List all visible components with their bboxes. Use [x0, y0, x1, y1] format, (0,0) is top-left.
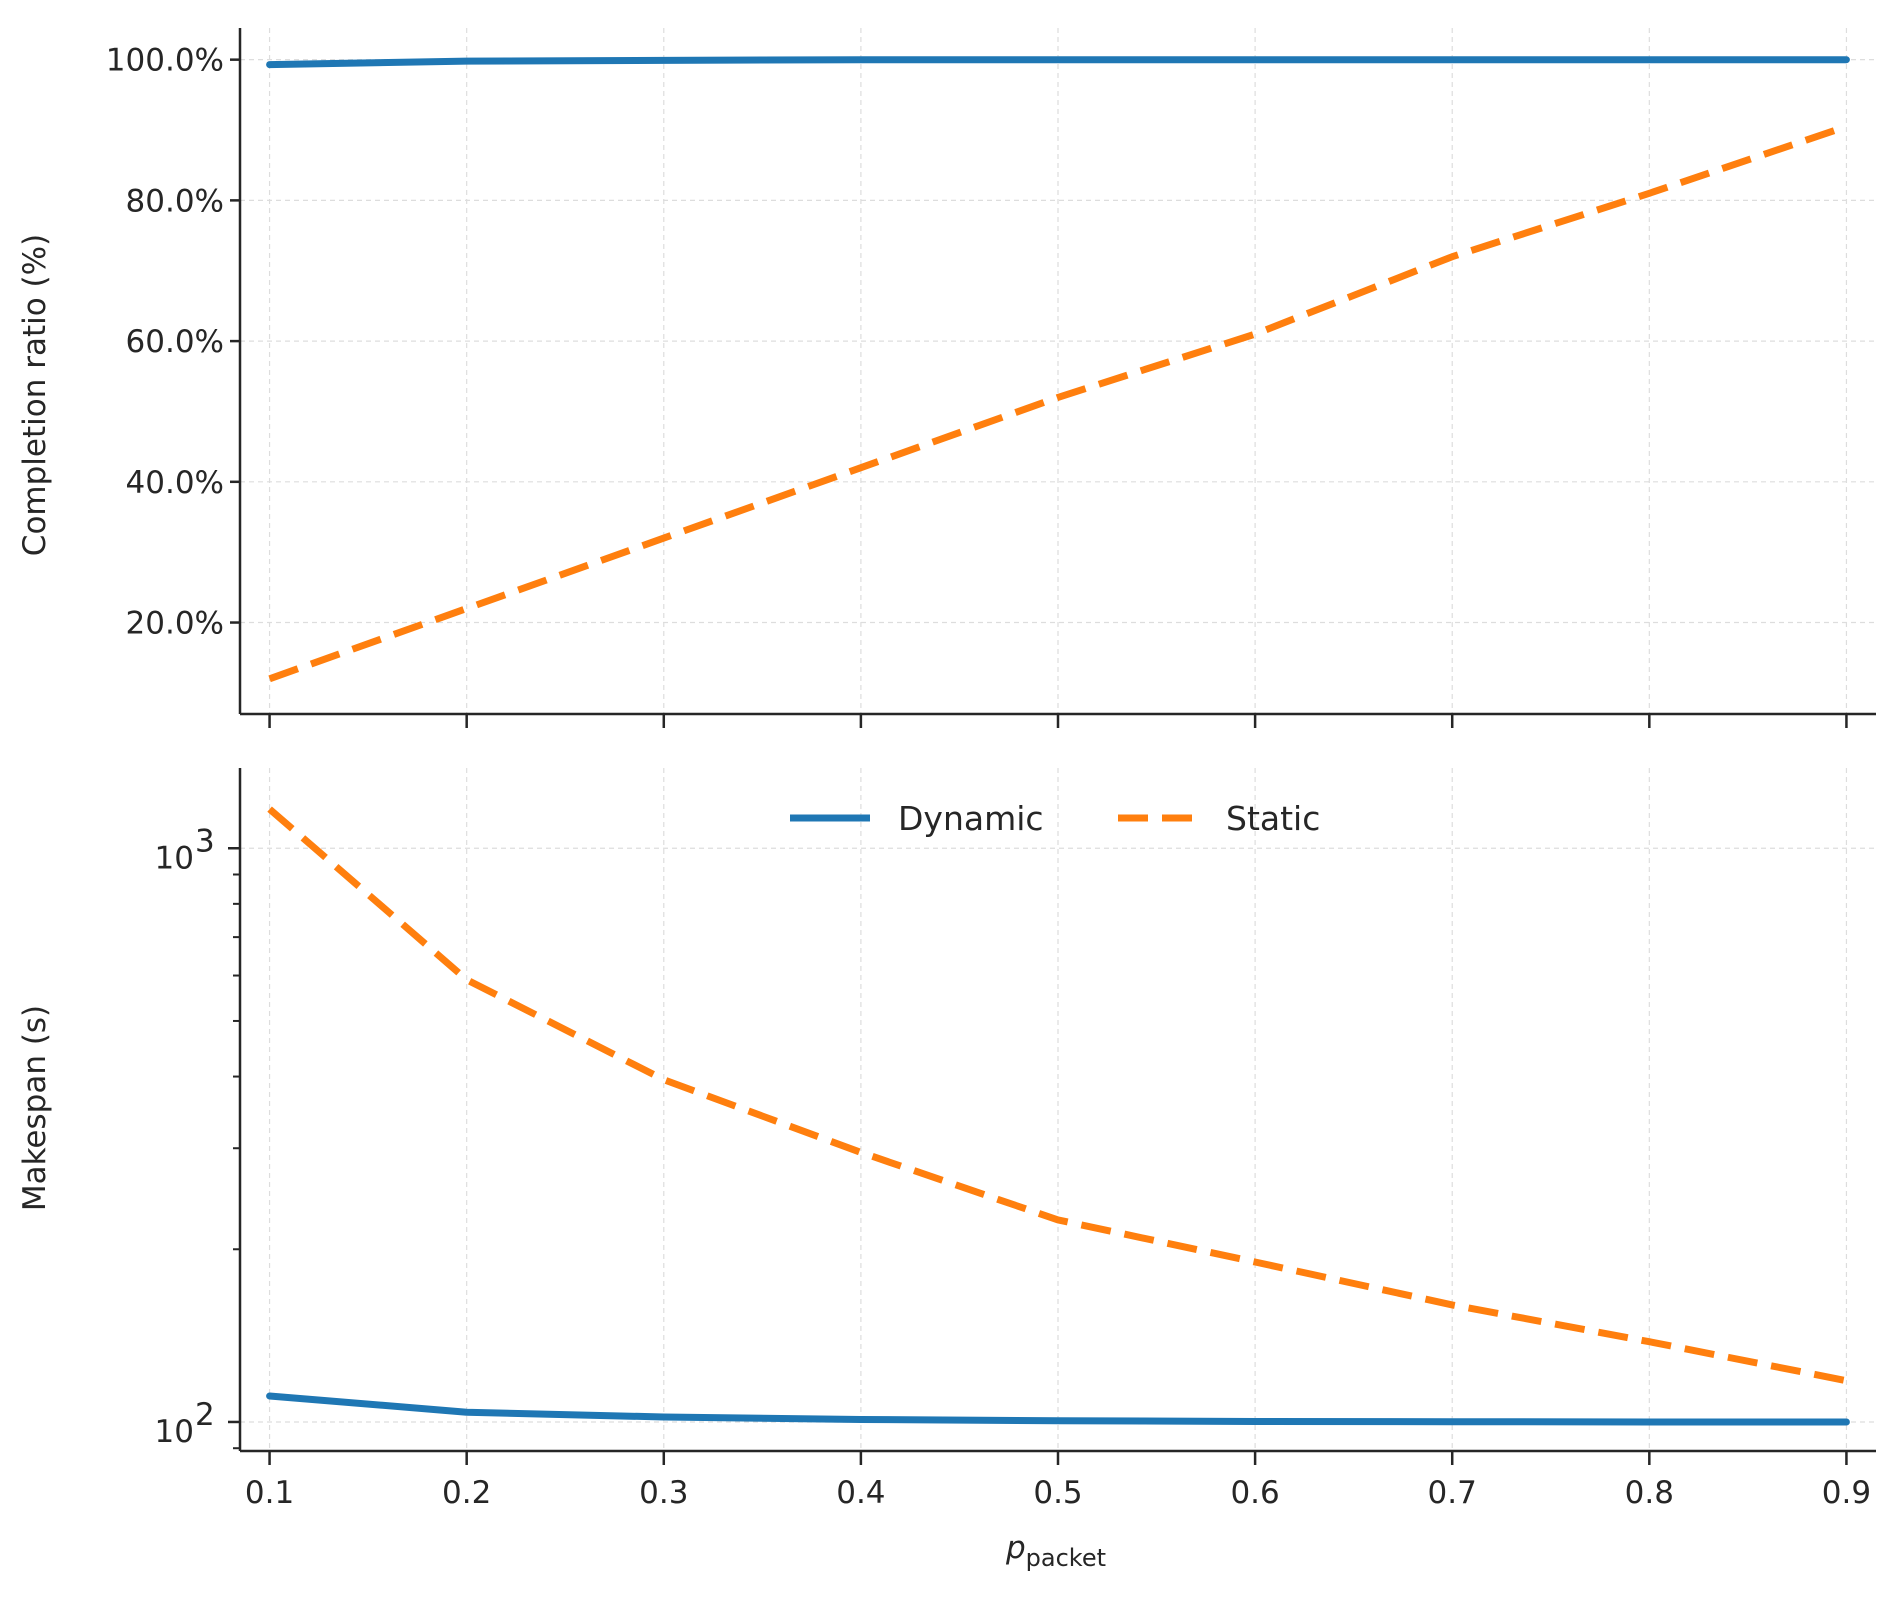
- top-y-tick-label: 100.0%: [106, 43, 224, 79]
- bottom-y-tick-label: 10: [155, 840, 194, 876]
- top-y-axis-label: Completion ratio (%): [17, 234, 53, 556]
- legend-static-label: Static: [1226, 799, 1320, 838]
- bottom-x-tick-label: 0.8: [1625, 1475, 1674, 1511]
- bottom-x-tick-label: 0.4: [836, 1475, 885, 1511]
- bottom-y-tick-label: 10: [155, 1414, 194, 1450]
- bottom-x-tick-label: 0.9: [1822, 1475, 1871, 1511]
- legend-dynamic-label: Dynamic: [898, 799, 1044, 838]
- bottom-x-tick-label: 0.5: [1033, 1475, 1082, 1511]
- top-grid: [240, 28, 1876, 714]
- bottom-y-axis-label: Makespan (s): [17, 1005, 53, 1211]
- makespan-panel: 10 210 30.1 0.2 0.3 0.4 0.5 0.6 0.7 0.8 0.9 Makesp…: [17, 768, 1876, 1572]
- bottom-grid: [240, 768, 1876, 1451]
- bottom-x-tick-label: 0.6: [1230, 1475, 1279, 1511]
- bottom-series-static-line: [267, 806, 1848, 1385]
- x-axis-label-sub: packet: [1026, 1544, 1106, 1572]
- top-series-static-line: [268, 123, 1848, 683]
- completion-ratio-panel: 20.0% 40.0% 60.0% 80.0% 100.0% Completion ra…: [17, 28, 1876, 728]
- x-axis-label-main: p: [1005, 1530, 1026, 1566]
- top-y-tick-label: 20.0%: [126, 606, 224, 642]
- top-series: [266, 56, 1850, 683]
- bottom-series: [266, 806, 1850, 1426]
- bottom-x-tick-label: 0.3: [639, 1475, 688, 1511]
- top-y-tick-label: 60.0%: [126, 324, 224, 360]
- bottom-x-tick-label: 0.7: [1428, 1475, 1477, 1511]
- bottom-axes: 10 210 30.1 0.2 0.3 0.4 0.5 0.6 0.7 0.8 0.9: [155, 768, 1876, 1511]
- top-y-tick-label: 80.0%: [126, 183, 224, 219]
- bottom-x-tick-label: 0.2: [442, 1475, 491, 1511]
- top-y-tick-label: 40.0%: [126, 465, 224, 501]
- top-series-dynamic-line: [266, 56, 1850, 69]
- legend: Dynamic Static: [790, 799, 1320, 838]
- bottom-y-tick-exponent: 2: [195, 1397, 215, 1433]
- bottom-series-dynamic-line: [266, 1392, 1850, 1426]
- bottom-y-tick-exponent: 3: [195, 823, 215, 859]
- x-axis-label: ppacket: [1005, 1530, 1106, 1572]
- bottom-x-tick-label: 0.1: [245, 1475, 294, 1511]
- top-axes: 20.0% 40.0% 60.0% 80.0% 100.0%: [106, 28, 1876, 728]
